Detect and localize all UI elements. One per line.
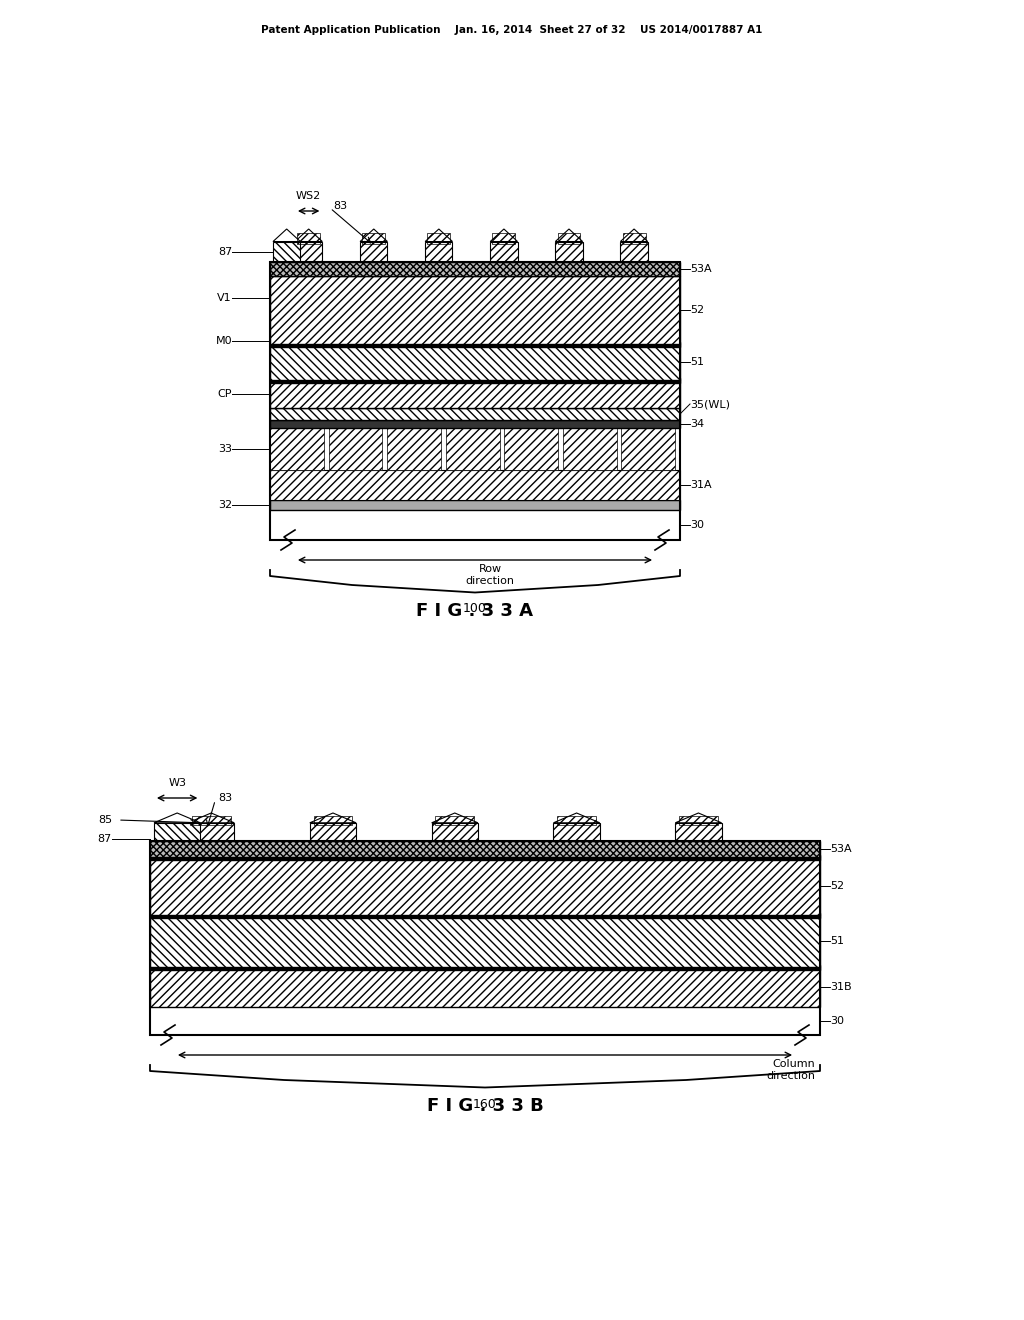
Bar (270, 428, 324, 470)
Bar (493, 234, 515, 244)
Text: 31B: 31B (830, 982, 852, 993)
Bar (150, 965, 820, 969)
Text: 32: 32 (218, 500, 232, 510)
Bar (150, 841, 820, 857)
Bar (188, 822, 234, 841)
Bar (191, 816, 230, 825)
Text: 35(WL): 35(WL) (690, 399, 730, 409)
Text: 85: 85 (98, 814, 112, 825)
Bar (150, 1007, 820, 1035)
Bar (387, 428, 441, 470)
Bar (270, 500, 680, 510)
Bar (297, 234, 321, 244)
Text: 31A: 31A (690, 480, 712, 490)
Bar (270, 470, 680, 500)
Bar (150, 912, 820, 917)
Bar (553, 822, 600, 841)
Text: 52: 52 (690, 305, 705, 315)
Bar (313, 816, 352, 825)
Bar (295, 242, 323, 261)
Polygon shape (675, 813, 722, 822)
Text: WS2: WS2 (296, 191, 322, 201)
Bar (445, 428, 500, 470)
Text: 51: 51 (830, 936, 844, 946)
Bar (490, 242, 517, 261)
Bar (675, 822, 722, 841)
Text: 30: 30 (690, 520, 705, 531)
Text: Row
direction: Row direction (466, 564, 514, 586)
Bar (621, 242, 648, 261)
Polygon shape (188, 813, 234, 822)
Text: 87: 87 (97, 834, 112, 843)
Polygon shape (295, 228, 323, 242)
Bar (270, 261, 680, 540)
Text: M0: M0 (215, 337, 232, 346)
Polygon shape (621, 228, 648, 242)
Text: 53A: 53A (690, 264, 712, 275)
Bar (270, 510, 680, 540)
Bar (557, 234, 581, 244)
Text: 83: 83 (333, 201, 347, 211)
Bar (150, 915, 820, 968)
Bar (150, 968, 820, 1007)
Text: Column
direction: Column direction (766, 1059, 815, 1081)
Bar (150, 857, 820, 915)
Polygon shape (360, 228, 387, 242)
Text: V1: V1 (217, 293, 232, 304)
Bar (432, 822, 478, 841)
Bar (362, 234, 385, 244)
Bar (270, 380, 680, 408)
Text: 33: 33 (218, 444, 232, 454)
Polygon shape (555, 228, 583, 242)
Polygon shape (432, 813, 478, 822)
Polygon shape (310, 813, 356, 822)
Text: 160: 160 (473, 1097, 497, 1110)
Text: 34: 34 (690, 418, 705, 429)
Bar (150, 854, 820, 859)
Bar (150, 841, 820, 1035)
Polygon shape (273, 228, 300, 242)
Text: 52: 52 (830, 880, 844, 891)
Text: CP: CP (217, 389, 232, 399)
Bar (557, 816, 596, 825)
Text: 87: 87 (218, 247, 232, 257)
Text: F I G . 3 3 B: F I G . 3 3 B (427, 1097, 544, 1115)
Text: 83: 83 (218, 793, 232, 803)
Bar (270, 345, 680, 380)
Text: F I G . 3 3 A: F I G . 3 3 A (417, 602, 534, 620)
Text: Patent Application Publication    Jan. 16, 2014  Sheet 27 of 32    US 2014/00178: Patent Application Publication Jan. 16, … (261, 25, 763, 36)
Polygon shape (425, 228, 453, 242)
Text: 30: 30 (830, 1016, 844, 1026)
Bar (360, 242, 387, 261)
Bar (270, 342, 680, 347)
Text: W3: W3 (168, 777, 186, 788)
Bar (273, 242, 300, 261)
Bar (270, 408, 680, 420)
Bar (425, 242, 453, 261)
Bar (679, 816, 718, 825)
Bar (270, 261, 680, 276)
Bar (270, 276, 680, 345)
Bar (555, 242, 583, 261)
Bar (270, 420, 680, 428)
Bar (563, 428, 616, 470)
Polygon shape (154, 813, 201, 822)
Bar (329, 428, 382, 470)
Bar (622, 428, 675, 470)
Bar (154, 822, 201, 841)
Polygon shape (553, 813, 600, 822)
Polygon shape (490, 228, 517, 242)
Text: 51: 51 (690, 356, 705, 367)
Bar (310, 822, 356, 841)
Bar (623, 234, 645, 244)
Text: 53A: 53A (830, 843, 852, 854)
Bar (504, 428, 558, 470)
Bar (270, 378, 680, 383)
Bar (427, 234, 451, 244)
Bar (435, 816, 474, 825)
Text: 100: 100 (463, 602, 487, 615)
